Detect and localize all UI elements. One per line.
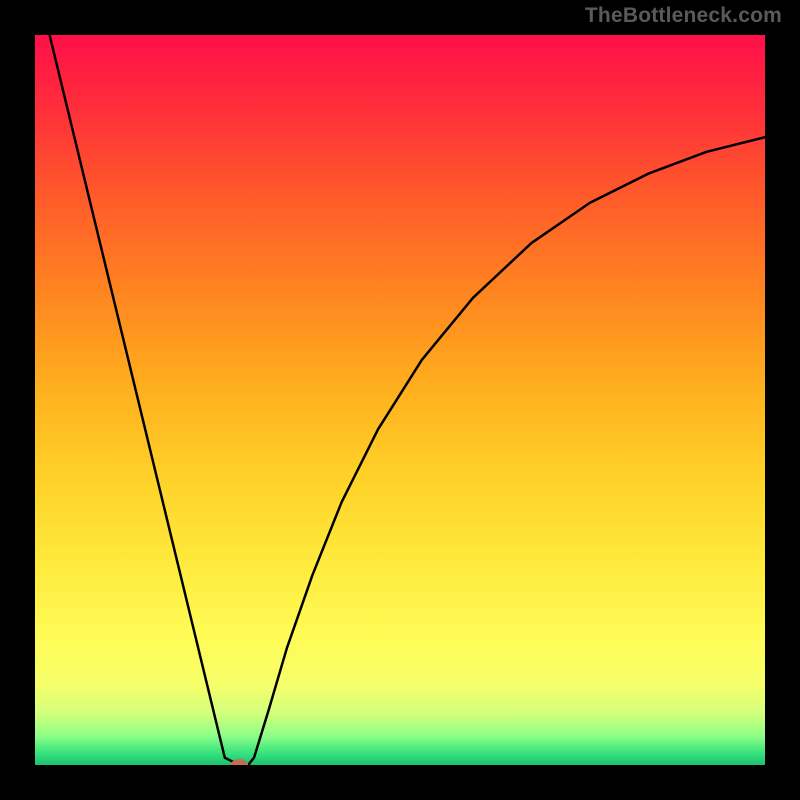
chart-svg xyxy=(35,35,765,765)
watermark-text: TheBottleneck.com xyxy=(585,4,782,28)
bottleneck-chart xyxy=(35,35,765,765)
gradient-background xyxy=(35,35,765,765)
